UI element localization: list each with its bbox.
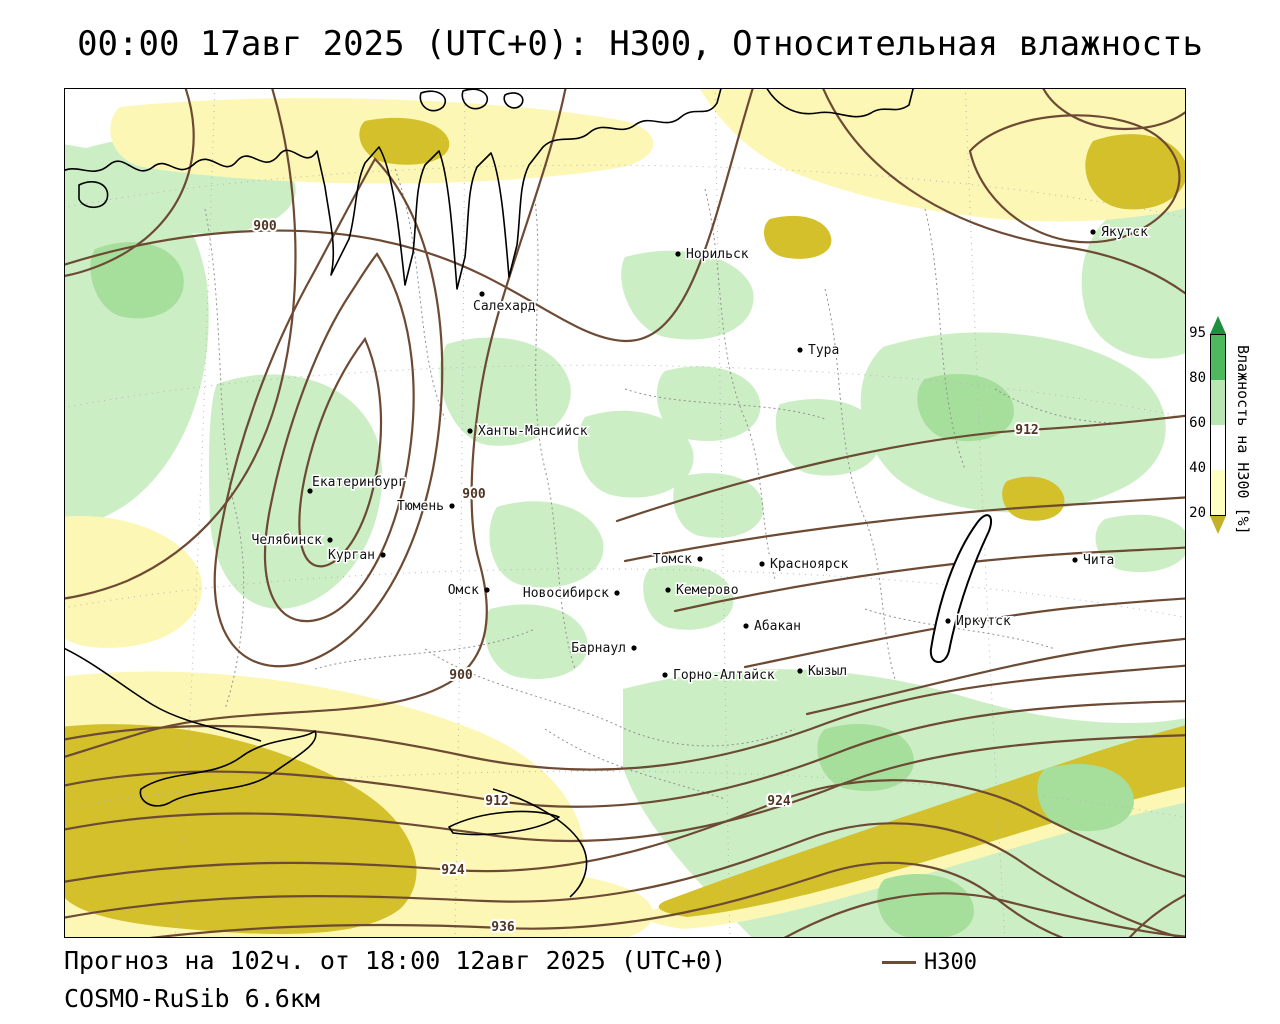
city-label: Горно-Алтайск xyxy=(673,668,775,683)
city-dot xyxy=(327,537,333,543)
colorbar-segment xyxy=(1211,380,1225,425)
city-dot xyxy=(697,556,703,562)
admin-borders xyxy=(204,168,1156,800)
city-label: Кемерово xyxy=(676,583,739,598)
city-dot xyxy=(1072,557,1078,563)
colorbar-arrow-down xyxy=(1210,516,1226,534)
contour-value-label: 936 xyxy=(491,920,515,935)
colorbar-tick: 95 xyxy=(1189,325,1206,341)
map-canvas: 900 900 900 912 912 924 924 936 Норильск Салехар… xyxy=(65,89,1185,937)
colorbar-tick: 60 xyxy=(1189,415,1206,431)
city-label: Кызыл xyxy=(808,664,847,679)
model-info: COSMO-RuSib 6.6км xyxy=(64,984,320,1013)
city-dot xyxy=(484,587,490,593)
colorbar-segment xyxy=(1211,425,1225,470)
contour-value-label: 912 xyxy=(1015,423,1038,438)
city-label: Якутск xyxy=(1101,225,1148,240)
contour-value-label: 924 xyxy=(767,794,791,809)
city-label: Салехард xyxy=(473,299,536,314)
city-dot xyxy=(380,552,386,558)
contour-value-label: 900 xyxy=(449,668,473,683)
city-label: Иркутск xyxy=(956,614,1011,629)
city-dot xyxy=(945,618,951,624)
city-label: Красноярск xyxy=(770,557,848,572)
contour-value-label: 900 xyxy=(253,219,277,234)
contour-value-label: 900 xyxy=(462,487,486,502)
colorbar-tick: 80 xyxy=(1189,370,1206,386)
colorbar: 95 80 60 40 20 Влажность на H300 [%] xyxy=(1186,316,1278,546)
coastlines xyxy=(65,89,993,898)
contour-legend: H300 xyxy=(882,950,977,975)
colorbar-bar xyxy=(1210,316,1226,534)
city-dot xyxy=(662,672,668,678)
city-dot xyxy=(479,291,485,297)
colorbar-tick: 40 xyxy=(1189,460,1206,476)
city-markers: Норильск Салехард Тура Якутск Ханты-Мансийск… xyxy=(250,224,1150,685)
contour-value-label: 912 xyxy=(485,794,508,809)
city-label: Норильск xyxy=(686,247,749,262)
city-dot xyxy=(797,347,803,353)
contour-line-sample xyxy=(882,961,916,964)
colorbar-segments xyxy=(1210,334,1226,516)
legend-label: H300 xyxy=(924,950,977,975)
forecast-info: Прогноз на 102ч. от 18:00 12авг 2025 (UT… xyxy=(64,946,727,975)
city-label: Барнаул xyxy=(571,641,626,656)
city-label: Абакан xyxy=(754,619,801,634)
contour-value-label: 924 xyxy=(441,863,465,878)
city-label: Омск xyxy=(448,583,479,598)
colorbar-arrow-up xyxy=(1210,316,1226,334)
h300-contours xyxy=(65,89,1185,937)
city-dot xyxy=(743,623,749,629)
city-label: Ханты-Мансийск xyxy=(478,424,588,439)
city-dot xyxy=(631,645,637,651)
city-label: Екатеринбург xyxy=(312,475,406,490)
colorbar-tick: 20 xyxy=(1189,505,1206,521)
city-dot xyxy=(665,587,671,593)
city-label: Курган xyxy=(328,548,375,563)
city-dot xyxy=(675,251,681,257)
city-dot xyxy=(467,428,473,434)
city-dot xyxy=(307,488,313,494)
city-dot xyxy=(759,561,765,567)
lake-balkhash xyxy=(139,730,317,807)
city-label: Чита xyxy=(1083,553,1114,568)
colorbar-segment xyxy=(1211,335,1225,380)
city-dot xyxy=(1090,229,1096,235)
colorbar-title: Влажность на H300 [%] xyxy=(1234,345,1252,535)
map-area: 900 900 900 912 912 924 924 936 Норильск Салехар… xyxy=(64,88,1186,938)
city-dot xyxy=(614,590,620,596)
humidity-fill-green-dark xyxy=(90,242,1134,937)
page-title: 00:00 17авг 2025 (UTC+0): H300, Относите… xyxy=(77,24,1203,64)
lake-baikal xyxy=(929,514,993,663)
city-label: Тюмень xyxy=(397,499,444,514)
city-label: Тура xyxy=(808,343,839,358)
city-dot xyxy=(797,668,803,674)
colorbar-segment xyxy=(1211,470,1225,515)
city-dot xyxy=(449,503,455,509)
city-label: Новосибирск xyxy=(523,586,609,601)
contour-labels: 900 900 900 912 912 924 924 936 xyxy=(251,217,1040,937)
city-label: Челябинск xyxy=(252,533,323,548)
city-label: Томск xyxy=(653,552,692,567)
